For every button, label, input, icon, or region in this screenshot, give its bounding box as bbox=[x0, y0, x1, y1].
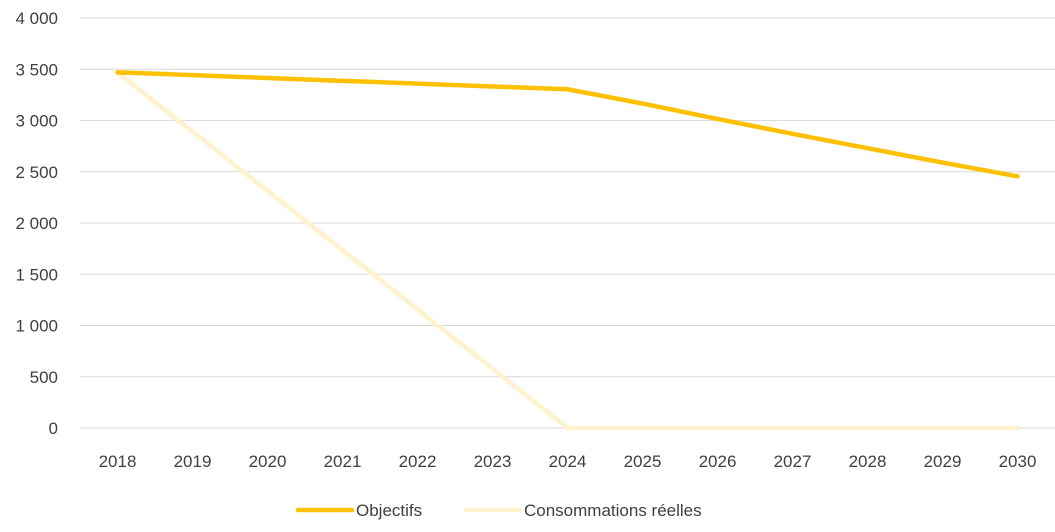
x-tick-label: 2028 bbox=[849, 452, 887, 471]
x-tick-label: 2021 bbox=[324, 452, 362, 471]
x-tick-label: 2026 bbox=[699, 452, 737, 471]
x-tick-label: 2018 bbox=[99, 452, 137, 471]
x-axis: 2018 2019 2020 2021 2022 2023 2024 2025 2026 2027… bbox=[99, 452, 1037, 471]
gridlines bbox=[80, 17, 1055, 429]
y-tick-label: 1 500 bbox=[15, 265, 58, 284]
y-tick-label: 500 bbox=[30, 368, 58, 387]
x-tick-label: 2030 bbox=[999, 452, 1037, 471]
x-tick-label: 2027 bbox=[774, 452, 812, 471]
y-tick-label: 1 000 bbox=[15, 317, 58, 336]
y-tick-label: 4 000 bbox=[15, 9, 58, 28]
y-tick-label: 3 000 bbox=[15, 112, 58, 131]
y-tick-label: 3 500 bbox=[15, 60, 58, 79]
legend: Objectifs Consommations réelles bbox=[295, 501, 702, 520]
legend-label: Consommations réelles bbox=[524, 501, 702, 520]
series-line-objectifs bbox=[115, 70, 1020, 179]
y-axis: 0 500 1 000 1 500 2 000 2 500 3 000 3 500 4 000 bbox=[15, 9, 58, 438]
x-tick-label: 2020 bbox=[249, 452, 287, 471]
x-tick-label: 2019 bbox=[174, 452, 212, 471]
y-tick-label: 2 000 bbox=[15, 214, 58, 233]
x-tick-label: 2025 bbox=[624, 452, 662, 471]
x-tick-label: 2023 bbox=[474, 452, 512, 471]
y-tick-label: 2 500 bbox=[15, 163, 58, 182]
series-lines bbox=[115, 70, 1020, 431]
series-line-consommations-reelles bbox=[115, 70, 1020, 431]
x-tick-label: 2024 bbox=[549, 452, 587, 471]
x-tick-label: 2022 bbox=[399, 452, 437, 471]
x-tick-label: 2029 bbox=[924, 452, 962, 471]
y-tick-label: 0 bbox=[49, 419, 58, 438]
legend-label: Objectifs bbox=[356, 501, 422, 520]
